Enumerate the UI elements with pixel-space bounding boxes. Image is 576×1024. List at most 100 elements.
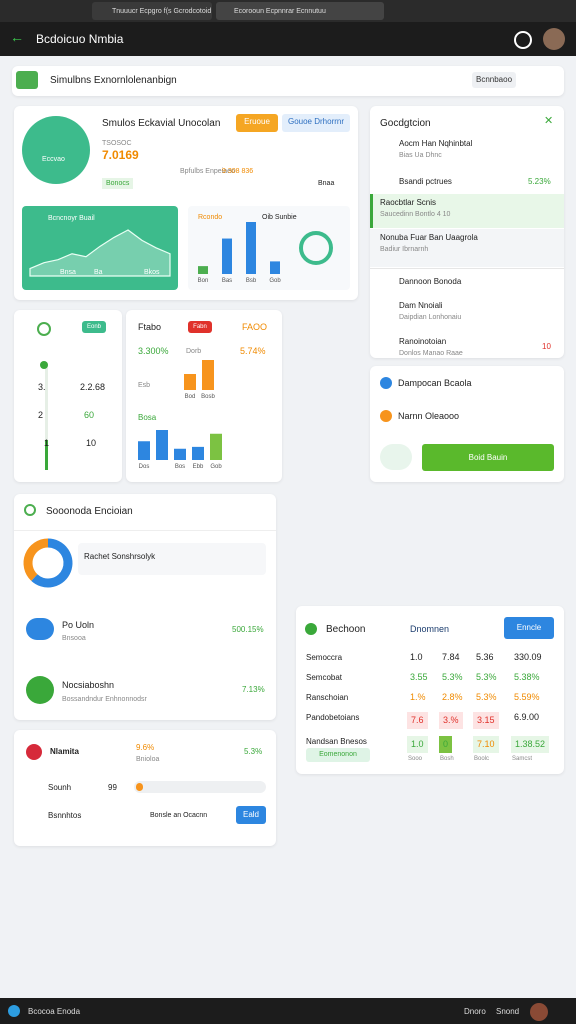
bar-label: Ebb: [193, 464, 204, 470]
stats-title: Ftabo: [138, 322, 162, 332]
bar: [270, 261, 280, 274]
area-chart: [22, 206, 178, 290]
list-item-sub: Donlos Manao Raae: [399, 350, 463, 357]
tab-title: Ecorooun Ecpnnrar Ecnnutuu: [234, 8, 326, 15]
gauge-dot: [40, 361, 48, 369]
summary-tag: Bonocs: [102, 178, 134, 189]
table-cell: 3.%: [439, 712, 463, 729]
stats-flag: FAOO: [242, 322, 268, 332]
icon: [380, 410, 392, 422]
taskbar-item[interactable]: Bcocoa Enoda: [28, 1007, 81, 1016]
icon[interactable]: [8, 1005, 20, 1017]
alert-row-text: Bonsle an Ocacnn: [150, 812, 208, 819]
icon[interactable]: [514, 31, 532, 49]
summary-subtitle: TSOSOC: [102, 140, 132, 147]
bar: [138, 441, 150, 460]
tab[interactable]: [216, 2, 384, 20]
bar: [246, 222, 256, 274]
icon: [26, 744, 42, 760]
area-label: Bkos: [144, 269, 160, 276]
list-item-sub: Bias Ua Dhnc: [399, 152, 442, 159]
bar-chart: Dos Bos Ebb Gob: [138, 430, 222, 470]
area-title: Bcncnoyr Buail: [48, 215, 95, 222]
row-sub: Bnsooa: [62, 635, 86, 642]
tab-title: Tnuuucr Ecpgro f(s Gcrodcotoid: [112, 8, 212, 15]
bar: [202, 360, 214, 390]
table-cell: 7.84: [442, 652, 460, 662]
row-value: 500.15%: [232, 625, 264, 634]
alert-row: Sounh: [48, 783, 72, 792]
progress-track: [134, 781, 266, 793]
table-subtitle: Dnomnen: [410, 624, 450, 634]
primary-button[interactable]: Eruoue: [236, 114, 278, 132]
list-band: [370, 229, 564, 267]
app-header: [0, 22, 576, 56]
avatar[interactable]: [530, 1003, 548, 1021]
bar: [198, 266, 208, 274]
list-highlight: [370, 194, 564, 228]
bar-chart: Bod Bosb: [184, 360, 215, 400]
gauge-card: [14, 310, 122, 482]
bar-label: Bos: [175, 464, 185, 470]
section-title: Sooonoda Encioian: [46, 506, 133, 517]
table-button[interactable]: Enncle: [504, 617, 554, 639]
table-footer: Bosh: [440, 756, 454, 762]
list-item-title: Nonuba Fuar Ban Uaagrola: [380, 233, 478, 242]
gauge-value: 10: [86, 438, 97, 448]
icon-button[interactable]: [380, 444, 412, 470]
summary-title: Smulos Eckavial Unocolan: [102, 118, 221, 129]
stats-value: 3.300%: [138, 346, 169, 356]
list-item-sub: Daipdian Lonhonaiu: [399, 314, 462, 321]
summary-meta-value: 9 308 836: [222, 168, 254, 175]
taskbar-item[interactable]: Dnoro: [464, 1007, 486, 1016]
icon: [305, 623, 317, 635]
divider: [370, 268, 564, 269]
gauge-label: 2: [38, 410, 44, 420]
donut-chart: [23, 538, 73, 588]
ring: [299, 231, 333, 265]
area: [29, 229, 171, 277]
avatar[interactable]: [543, 28, 565, 50]
tab[interactable]: [92, 2, 212, 20]
list-item-title: Raocbtlar Scnis: [380, 198, 437, 207]
area-label: Ba: [94, 269, 103, 276]
search-button[interactable]: Bcnnbaoo: [472, 72, 516, 88]
table-cell: 5.38%: [514, 672, 540, 682]
taskbar: [0, 998, 576, 1024]
stats-label: Bosa: [138, 413, 157, 422]
area-bg: [22, 206, 178, 290]
table-cell: Semoccra: [306, 653, 343, 662]
gauge-label: 3.: [38, 382, 46, 392]
action-button[interactable]: Boid Bauin: [422, 444, 554, 471]
table-footer: Sooo: [408, 756, 423, 762]
table-cell: 2.8%: [442, 692, 463, 702]
summary-meta: Bpfulbs Enpeiaeo: [180, 168, 235, 175]
alert-button[interactable]: Eald: [236, 806, 266, 824]
bar-legend: Oib Sunbie: [262, 214, 297, 221]
row-title: Po Uoln: [62, 620, 95, 630]
stats-value: 5.74%: [240, 346, 266, 356]
table-cell: 5.3%: [442, 672, 463, 682]
table-cell: 1.38.52: [511, 736, 550, 753]
table-footer: Samcst: [512, 756, 533, 762]
secondary-button[interactable]: Gouoe Drhorrnr: [282, 114, 350, 132]
taskbar-item[interactable]: Snond: [496, 1007, 520, 1016]
table-cell: 5.3%: [476, 672, 497, 682]
table-cell: 1.%: [410, 692, 426, 702]
bar-panel: [188, 206, 350, 290]
table-cell: Ranschoian: [306, 693, 349, 702]
back-arrow[interactable]: ←: [10, 29, 24, 45]
bar-chart: Bon Bas Bsb Gob: [198, 222, 333, 284]
bar: [192, 446, 204, 460]
divider: [14, 530, 276, 531]
alert-title: Nlamita: [50, 747, 79, 756]
row-title: Nocsiaboshn: [62, 680, 115, 690]
icon[interactable]: ✕: [544, 115, 554, 127]
side-item: Dampocan Bcaola: [398, 378, 472, 388]
table-badge: Eomenonon: [306, 748, 370, 762]
icon: [37, 322, 51, 336]
summary-link[interactable]: Bnaa: [318, 180, 335, 187]
side-item: Narnn Oleaooo: [398, 411, 460, 421]
icon: [380, 377, 392, 389]
